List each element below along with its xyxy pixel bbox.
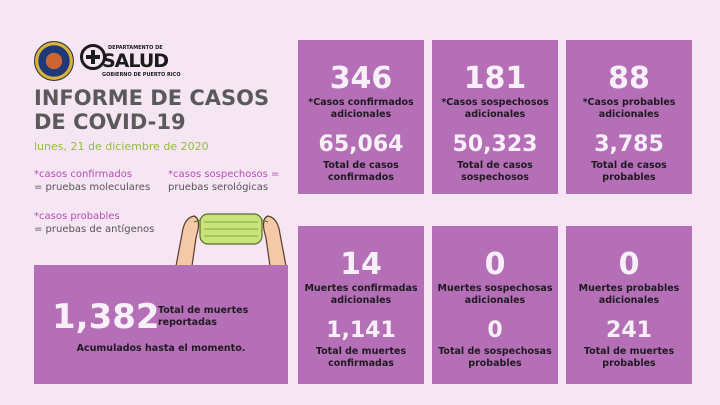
legend-sospechosos: *casos sospechosos = pruebas serológicas xyxy=(168,168,279,194)
page-title: INFORME DE CASOS DE COVID-19 xyxy=(34,86,284,134)
legend-key: *casos confirmados xyxy=(34,169,133,180)
deaths-accum-note: Acumulados hasta el momento. xyxy=(76,343,246,354)
stat-additional-label: *Casos confirmados adicionales xyxy=(308,97,414,120)
stat-total-value: 1,141 xyxy=(326,318,396,343)
stat-total-value: 241 xyxy=(606,318,652,343)
stat-card-sospechosos: 181 *Casos sospechosos adicionales 50,32… xyxy=(432,40,558,194)
medical-cross-icon xyxy=(80,44,106,70)
legend-confirmados: *casos confirmados = pruebas moleculares xyxy=(34,168,150,194)
legend-key: *casos sospechosos = xyxy=(168,169,280,180)
stat-total-label: Total de casos probables xyxy=(591,160,667,183)
stat-additional-value: 14 xyxy=(340,247,382,282)
stat-additional-label: Muertes confirmadas adicionales xyxy=(304,283,418,306)
deaths-total-value: 1,382 xyxy=(52,297,160,337)
stat-card-probables: 88 *Casos probables adicionales 3,785 To… xyxy=(566,40,692,194)
stat-card-muertes-sospechosas: 0 Muertes sospechosas adicionales 0 Tota… xyxy=(432,226,558,384)
deaths-total-label: Total de muertes reportadas xyxy=(158,305,249,328)
puerto-rico-seal-icon xyxy=(34,41,74,81)
stat-additional-value: 346 xyxy=(329,61,393,96)
logo-gov-line: GOBIERNO DE PUERTO RICO xyxy=(102,72,181,78)
stat-card-confirmados: 346 *Casos confirmados adicionales 65,06… xyxy=(298,40,424,194)
stat-additional-value: 0 xyxy=(618,247,640,282)
logo-dept-line: DEPARTAMENTO DE xyxy=(108,45,163,51)
stat-total-value: 65,064 xyxy=(318,132,404,157)
stat-total-value: 0 xyxy=(487,318,503,343)
title-line-1: INFORME DE CASOS xyxy=(34,86,270,110)
stat-additional-label: *Casos probables adicionales xyxy=(582,97,676,120)
legend-probables: *casos probables = pruebas de antígenos xyxy=(34,210,154,236)
legend-def: = pruebas de antígenos xyxy=(34,224,155,235)
deaths-summary-card: 1,382 Total de muertes reportadas Acumul… xyxy=(34,265,288,384)
report-date: lunes, 21 de diciembre de 2020 xyxy=(34,140,209,153)
stat-total-label: Total de muertes probables xyxy=(583,346,675,369)
stat-additional-label: Muertes sospechosas adicionales xyxy=(437,283,553,306)
stat-additional-value: 88 xyxy=(608,61,650,96)
logo-agency-name: SALUD xyxy=(102,50,169,72)
stat-total-value: 3,785 xyxy=(594,132,664,157)
stat-additional-label: Muertes probables adicionales xyxy=(578,283,680,306)
legend-key: *casos probables xyxy=(34,211,120,222)
stat-additional-label: *Casos sospechosos adicionales xyxy=(441,97,549,120)
title-line-2: DE COVID-19 xyxy=(34,110,186,134)
salud-logo: DEPARTAMENTO DE SALUD GOBIERNO DE PUERTO… xyxy=(80,42,181,78)
stat-card-muertes-probables: 0 Muertes probables adicionales 241 Tota… xyxy=(566,226,692,384)
hands-mask-icon xyxy=(175,213,287,266)
legend-def: pruebas serológicas xyxy=(168,182,269,193)
stat-card-muertes-confirmadas: 14 Muertes confirmadas adicionales 1,141… xyxy=(298,226,424,384)
stat-total-label: Total de casos confirmados xyxy=(323,160,399,183)
stat-total-label: Total de casos sospechosos xyxy=(457,160,533,183)
stat-additional-value: 181 xyxy=(463,61,527,96)
stat-total-label: Total de sospechosas probables xyxy=(438,346,552,369)
stat-total-label: Total de muertes confirmadas xyxy=(315,346,407,369)
stat-total-value: 50,323 xyxy=(452,132,538,157)
legend-def: = pruebas moleculares xyxy=(34,182,151,193)
stat-additional-value: 0 xyxy=(484,247,506,282)
